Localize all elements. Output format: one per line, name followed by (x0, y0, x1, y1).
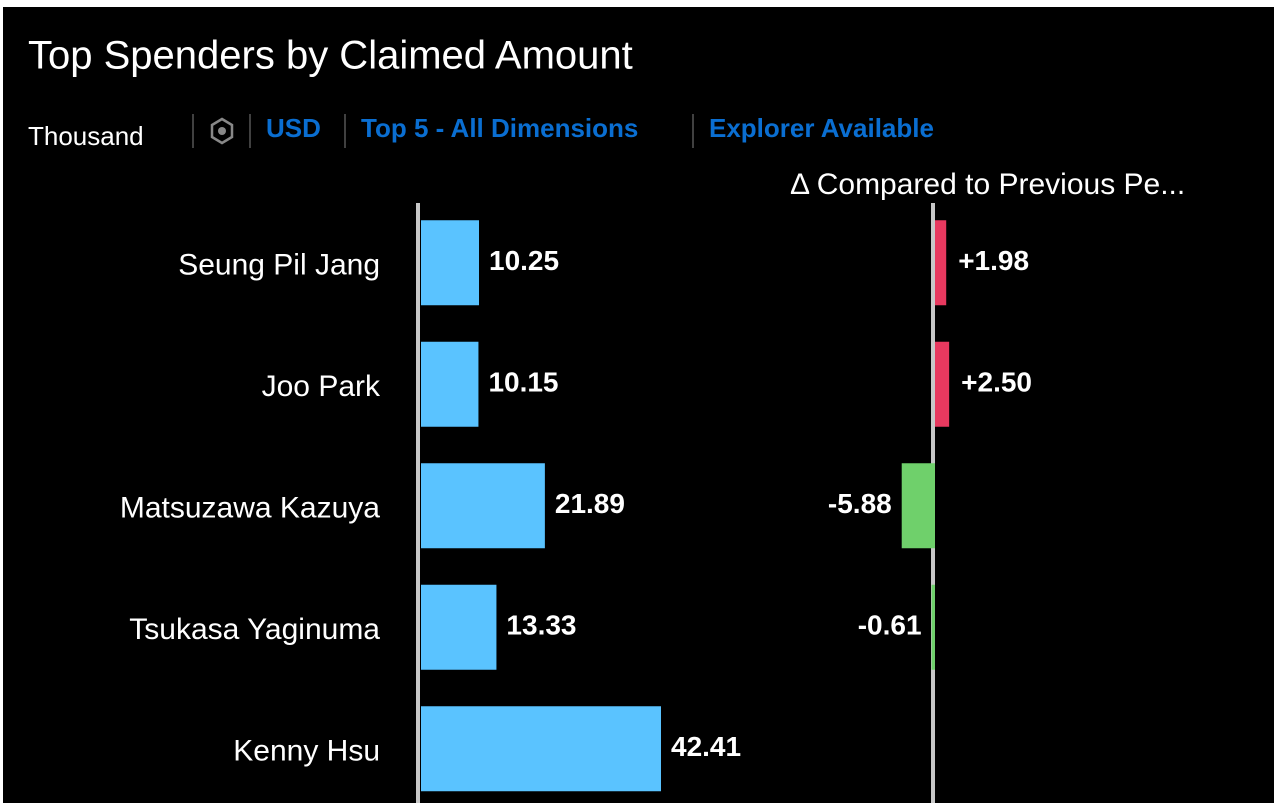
chart-title: Top Spenders by Claimed Amount (28, 34, 633, 78)
variance-label: +1.98 (958, 245, 1029, 276)
variance-bar (935, 220, 947, 306)
category-label: Joo Park (262, 370, 381, 403)
filter-link[interactable]: Top 5 - All Dimensions (361, 113, 638, 143)
dimension-icon (210, 117, 234, 145)
top-border (0, 0, 1274, 7)
category-label: Kenny Hsu (233, 735, 380, 768)
variance-label: +2.50 (961, 367, 1032, 398)
variance-bar (931, 584, 935, 670)
unit-label: Thousand (28, 121, 144, 151)
category-label: Tsukasa Yaginuma (129, 613, 380, 646)
bar (421, 341, 479, 427)
left-border (0, 0, 3, 803)
variance-bar (901, 463, 935, 549)
bar (421, 220, 480, 306)
category-label: Seung Pil Jang (178, 249, 380, 282)
variance-label: -0.61 (858, 610, 922, 641)
value-label: 10.25 (489, 245, 559, 276)
category-label: Matsuzawa Kazuya (120, 492, 380, 525)
variance-title: Δ Compared to Previous Pe... (790, 168, 1185, 201)
bar (421, 584, 497, 670)
value-label: 13.33 (506, 610, 576, 641)
variance-label: -5.88 (828, 488, 892, 519)
value-label: 42.41 (671, 731, 741, 762)
value-label: 10.15 (488, 367, 558, 398)
explorer-link[interactable]: Explorer Available (709, 113, 934, 143)
bar (421, 706, 661, 792)
bar (421, 463, 545, 549)
value-label: 21.89 (555, 488, 625, 519)
variance-bar (935, 341, 950, 427)
currency-link[interactable]: USD (266, 113, 321, 143)
